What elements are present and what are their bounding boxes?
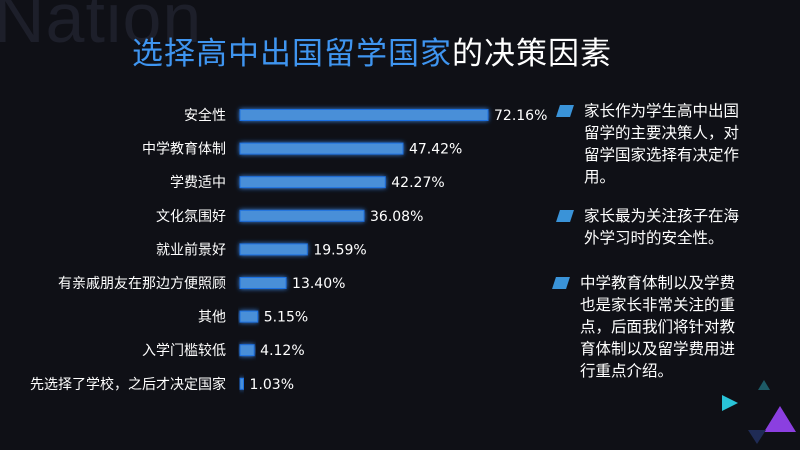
note-text: 中学教育体制以及学费 也是家长非常关注的重 点，后面我们将针对教 育体制以及留学费用进… (580, 272, 735, 382)
note-line: 育体制以及留学费用进 (580, 340, 736, 358)
bar (239, 310, 259, 323)
note-line: 用。 (584, 168, 616, 186)
bar (239, 176, 386, 189)
note-line: 行重点介绍。 (580, 362, 674, 380)
value-label: 13.40% (292, 276, 345, 292)
value-label: 72.16% (494, 108, 547, 124)
bar (239, 344, 255, 357)
page-title: 选择高中出国留学国家的决策因素 (132, 28, 612, 73)
bar (239, 109, 489, 121)
bar-chart: 安全性 72.16% 中学教育体制 47.42% 学费适中 42.27% 文化氛围好 36.0… (30, 107, 547, 393)
category-label: 文化氛围好 (156, 209, 226, 225)
watermark-text: Nation (0, 0, 203, 57)
decor-triangle-dark (748, 430, 766, 444)
note-bullet-icon (556, 105, 574, 117)
title-rest: 的决策因素 (452, 36, 612, 72)
category-label: 入学门槛较低 (142, 343, 226, 359)
bar (239, 277, 287, 289)
title-highlight: 选择高中出国留学国家 (132, 36, 452, 72)
category-label: 安全性 (184, 107, 226, 124)
category-label: 学费适中 (170, 175, 226, 191)
note-bullet-icon (556, 210, 574, 222)
note-line: 留学的主要决策人，对 (584, 124, 740, 142)
decor-triangle-dark-cyan (758, 380, 770, 390)
note-line: 家长最为关注孩子在海 (584, 207, 740, 225)
note-line: 也是家长非常关注的重 (580, 296, 736, 314)
note-line: 家长作为学生高中出国 (584, 102, 740, 120)
value-label: 36.08% (370, 209, 423, 225)
value-label: 47.42% (409, 142, 462, 158)
value-label: 5.15% (264, 310, 308, 326)
decor-triangle-purple (764, 406, 796, 432)
note-line: 中学教育体制以及学费 (580, 274, 736, 292)
category-label: 中学教育体制 (142, 142, 226, 158)
note-line: 外学习时的安全性。 (584, 229, 724, 247)
note-text: 家长作为学生高中出国 留学的主要决策人，对 留学国家选择有决定作 用。 (584, 100, 739, 188)
bar (239, 243, 308, 256)
category-label: 其他 (198, 310, 226, 326)
value-label: 1.03% (250, 377, 294, 393)
decor-triangle-cyan (722, 395, 738, 411)
note-line: 点，后面我们将针对教 (580, 318, 736, 336)
note-text: 家长最为关注孩子在海 外学习时的安全性。 (584, 205, 739, 249)
note-bullet-icon (552, 277, 570, 289)
value-label: 4.12% (260, 343, 304, 359)
category-label: 有亲戚朋友在那边方便照顾 (58, 276, 226, 292)
note-line: 留学国家选择有决定作 (584, 146, 740, 164)
category-label: 就业前景好 (156, 241, 226, 258)
bar (239, 142, 404, 155)
value-label: 19.59% (313, 242, 366, 258)
category-label: 先选择了学校，之后才决定国家 (30, 376, 226, 393)
bar (239, 209, 365, 222)
bar (239, 377, 245, 390)
value-label: 42.27% (391, 175, 444, 191)
